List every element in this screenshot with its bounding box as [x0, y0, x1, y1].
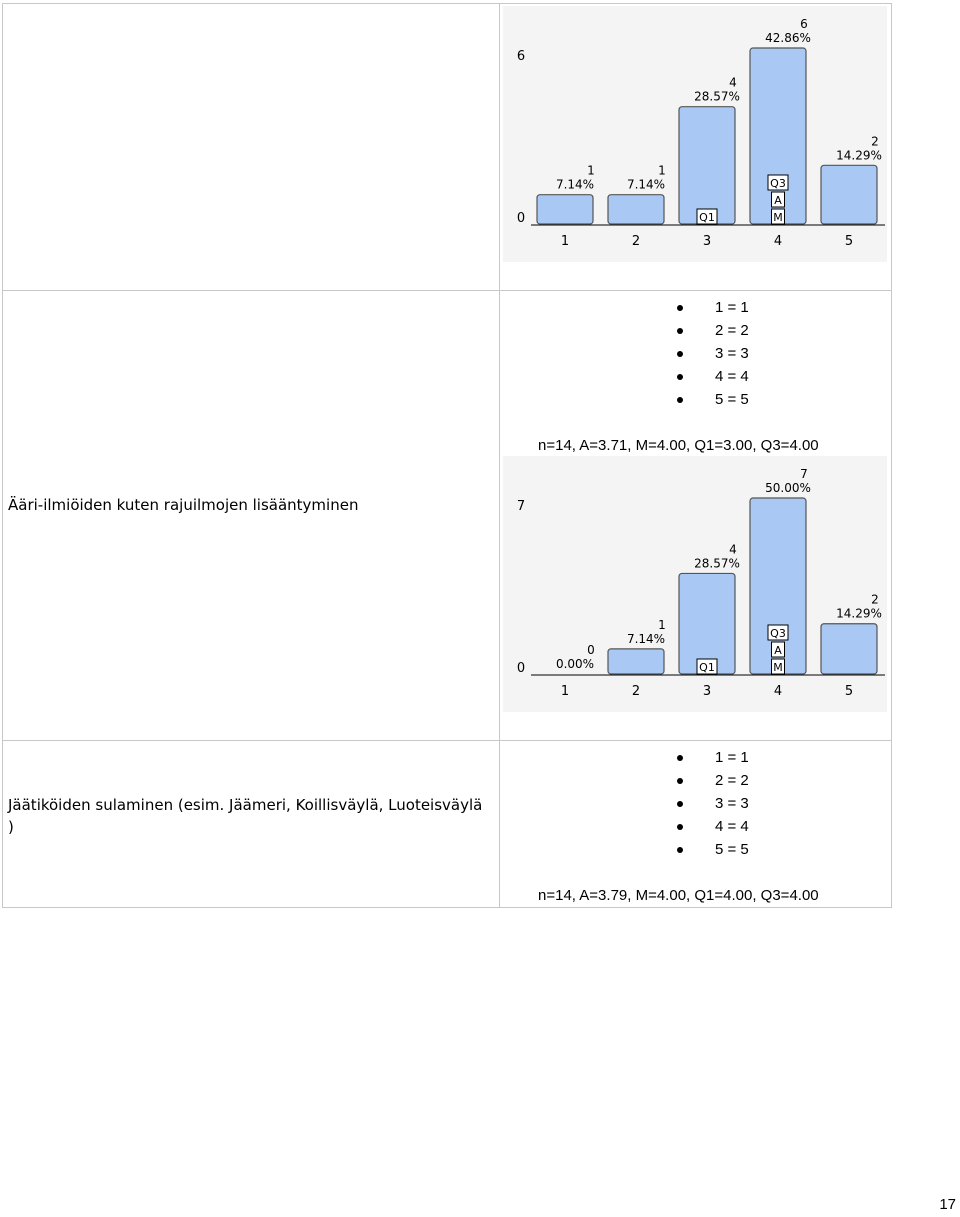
median-marker: M	[773, 211, 783, 224]
count-label: 4	[729, 76, 737, 90]
x-tick-label: 4	[774, 234, 782, 249]
x-tick-label: 1	[561, 234, 569, 249]
x-tick-label: 3	[703, 234, 711, 249]
legend-item: 3 = 3	[677, 342, 749, 365]
legend-item: 5 = 5	[677, 388, 749, 411]
q1-marker-box	[696, 658, 718, 675]
legend-item: 5 = 5	[677, 838, 749, 861]
median-marker-box	[771, 208, 785, 225]
legend-item: 4 = 4	[677, 815, 749, 838]
percent-label: 28.57%	[694, 556, 740, 570]
row-divider-2	[2, 740, 892, 741]
page-number: 17	[939, 1196, 956, 1213]
x-tick-label: 2	[632, 234, 640, 249]
answer-scale-legend: 1 = 1 2 = 2 3 = 3 4 = 4 5 = 5	[677, 746, 749, 861]
bar	[607, 194, 665, 225]
median-marker-box	[771, 658, 785, 675]
bar-chart: 0 6 7.14% 1 1 7.14% 1 2 28.57% 4 3 42.86% 6 4 14.29% 2 5…	[503, 6, 887, 262]
legend-item: 1 = 1	[677, 296, 749, 319]
count-label: 1	[658, 618, 666, 632]
q3-marker-box	[767, 174, 789, 191]
legend-item: 2 = 2	[677, 769, 749, 792]
percent-label: 14.29%	[836, 607, 882, 621]
average-marker-box	[771, 641, 785, 658]
x-tick-label: 4	[774, 684, 782, 699]
count-label: 2	[871, 134, 879, 148]
legend-item: 1 = 1	[677, 746, 749, 769]
x-tick-label: 2	[632, 684, 640, 699]
count-label: 1	[587, 164, 595, 178]
column-divider	[499, 3, 500, 908]
count-label: 2	[871, 593, 879, 607]
q1-marker-box	[696, 208, 718, 225]
percent-label: 28.57%	[694, 90, 740, 104]
bar	[820, 164, 878, 225]
answer-scale-legend: 1 = 1 2 = 2 3 = 3 4 = 4 5 = 5	[677, 296, 749, 411]
percent-label: 0.00%	[556, 657, 594, 671]
count-label: 7	[800, 467, 808, 481]
bar	[678, 106, 736, 225]
median-marker: M	[773, 661, 783, 674]
y-tick-label: 7	[517, 499, 525, 514]
percent-label: 42.86%	[765, 31, 811, 45]
q1-marker: Q1	[699, 661, 715, 674]
percent-label: 7.14%	[556, 178, 594, 192]
x-tick-label: 3	[703, 684, 711, 699]
legend-item: 4 = 4	[677, 365, 749, 388]
count-label: 4	[729, 542, 737, 556]
results-table	[2, 3, 892, 908]
count-label: 6	[800, 17, 808, 31]
summary-statistics: n=14, A=3.71, M=4.00, Q1=3.00, Q3=4.00	[538, 437, 819, 454]
bar	[536, 194, 594, 225]
average-marker: A	[774, 644, 782, 657]
q1-marker: Q1	[699, 211, 715, 224]
x-tick-label: 1	[561, 684, 569, 699]
percent-label: 14.29%	[836, 148, 882, 162]
bar	[820, 623, 878, 675]
percent-label: 7.14%	[627, 178, 665, 192]
q3-marker: Q3	[770, 627, 786, 640]
bar-chart: 0 7 0.00% 0 1 7.14% 1 2 28.57% 4 3 50.00% 7 4 14.29% 2 5…	[503, 456, 887, 712]
q3-marker: Q3	[770, 177, 786, 190]
average-marker: A	[774, 194, 782, 207]
count-label: 1	[658, 164, 666, 178]
bar	[607, 648, 665, 675]
percent-label: 7.14%	[627, 632, 665, 646]
legend-item: 3 = 3	[677, 792, 749, 815]
x-tick-label: 5	[845, 234, 853, 249]
count-label: 0	[587, 643, 595, 657]
row-divider-1	[2, 290, 892, 291]
y-tick-label: 6	[517, 49, 525, 64]
average-marker-box	[771, 191, 785, 208]
percent-label: 50.00%	[765, 481, 811, 495]
summary-statistics: n=14, A=3.79, M=4.00, Q1=4.00, Q3=4.00	[538, 887, 819, 904]
y-tick-label: 0	[517, 661, 525, 676]
row-label: Jäätiköiden sulaminen (esim. Jäämeri, Ko…	[8, 796, 483, 836]
q3-marker-box	[767, 624, 789, 641]
legend-item: 2 = 2	[677, 319, 749, 342]
x-tick-label: 5	[845, 684, 853, 699]
row-label: Ääri-ilmiöiden kuten rajuilmojen lisäänt…	[8, 496, 359, 514]
y-tick-label: 0	[517, 211, 525, 226]
